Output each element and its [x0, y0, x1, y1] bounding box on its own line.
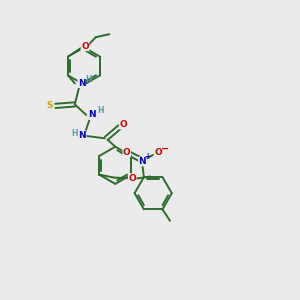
Text: O: O [123, 148, 131, 157]
Text: O: O [128, 174, 136, 183]
Text: N: N [88, 110, 96, 119]
Text: S: S [46, 101, 53, 110]
Text: N: N [79, 131, 86, 140]
Text: O: O [154, 148, 162, 157]
Text: N: N [139, 157, 146, 166]
Text: H: H [97, 106, 104, 115]
Text: H: H [85, 75, 92, 84]
Text: +: + [145, 152, 151, 160]
Text: −: − [160, 144, 169, 154]
Text: O: O [81, 42, 89, 51]
Text: O: O [119, 120, 127, 129]
Text: H: H [71, 129, 78, 138]
Text: N: N [78, 79, 85, 88]
